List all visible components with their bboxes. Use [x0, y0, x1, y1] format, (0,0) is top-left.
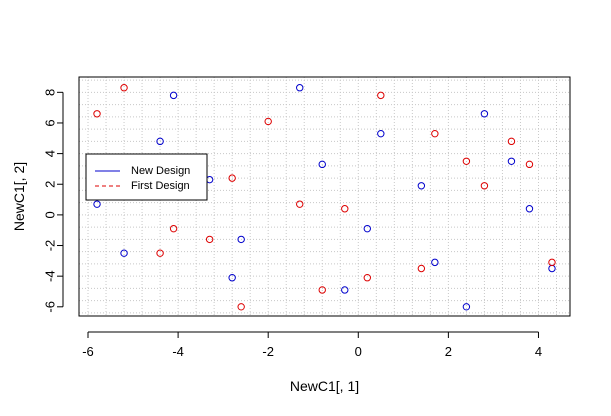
- point-first-design: [228, 174, 236, 182]
- y-axis-label: NewC1[, 2]: [11, 162, 27, 231]
- point-new-design: [341, 286, 349, 294]
- x-tick-label: -6: [82, 344, 94, 359]
- point-new-design: [525, 205, 534, 213]
- point-new-design: [377, 129, 385, 138]
- point-first-design: [264, 117, 272, 126]
- legend-box: [85, 153, 208, 201]
- point-first-design: [93, 110, 101, 118]
- legend-label-new-design: New Design: [131, 165, 190, 177]
- point-new-design: [318, 160, 326, 169]
- point-new-design: [507, 157, 516, 165]
- point-first-design: [205, 235, 214, 244]
- x-tick-label: 0: [355, 344, 362, 359]
- legend: New Design First Design: [85, 153, 208, 201]
- point-first-design: [417, 264, 426, 273]
- point-first-design: [318, 286, 326, 294]
- point-first-design: [296, 200, 304, 208]
- point-first-design: [462, 157, 471, 165]
- plot-frame: [78, 76, 571, 317]
- point-new-design: [93, 200, 101, 208]
- y-tick-label: 6: [43, 119, 58, 126]
- point-new-design: [156, 137, 164, 146]
- axes: -6 -4 -2 0 2 4 -6 -4 -2 0 2 4 6 8: [43, 89, 543, 359]
- point-first-design: [237, 303, 245, 311]
- point-first-design: [507, 137, 516, 146]
- y-tick-label: 8: [43, 89, 58, 96]
- point-first-design: [548, 258, 556, 267]
- point-first-design: [431, 129, 439, 138]
- legend-label-first-design: First Design: [131, 180, 190, 192]
- x-tick-label: -4: [172, 344, 184, 359]
- y-tick-label: -6: [43, 301, 58, 313]
- point-first-design: [341, 205, 349, 213]
- point-new-design: [548, 264, 556, 273]
- point-new-design: [462, 303, 471, 311]
- point-first-design: [156, 249, 164, 257]
- point-new-design: [480, 110, 489, 118]
- x-tick-label: 2: [445, 344, 452, 359]
- point-first-design: [480, 182, 489, 190]
- point-first-design: [169, 224, 178, 233]
- point-new-design: [363, 224, 371, 233]
- x-tick-label: -2: [262, 344, 274, 359]
- point-new-design: [228, 273, 236, 282]
- y-tick-label: 4: [43, 150, 58, 157]
- point-new-design: [431, 258, 439, 267]
- x-tick-label: 4: [535, 344, 542, 359]
- y-tick-label: -4: [43, 270, 58, 282]
- point-first-design: [377, 91, 385, 100]
- point-first-design: [120, 84, 128, 92]
- point-new-design: [296, 84, 304, 92]
- point-new-design: [237, 235, 245, 244]
- point-new-design: [120, 249, 128, 257]
- y-tick-label: -2: [43, 240, 58, 252]
- y-tick-label: 0: [43, 211, 58, 218]
- x-axis-label: NewC1[, 1]: [290, 378, 359, 394]
- point-new-design: [169, 91, 178, 100]
- y-tick-label: 2: [43, 181, 58, 188]
- point-first-design: [363, 273, 371, 282]
- points: [93, 84, 556, 311]
- point-new-design: [417, 182, 426, 190]
- point-first-design: [525, 160, 534, 169]
